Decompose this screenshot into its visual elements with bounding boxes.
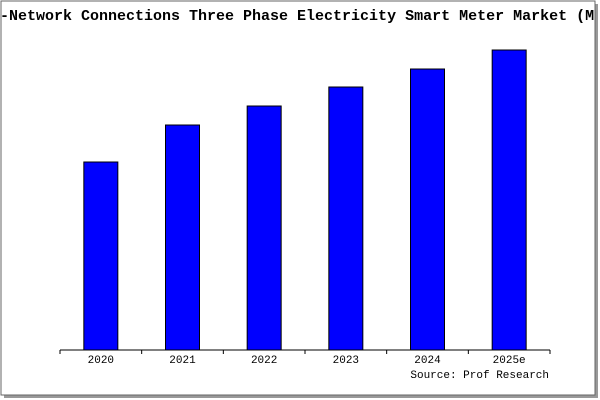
bar [410, 68, 445, 351]
title-clip: -Network Connections Three Phase Electri… [0, 8, 600, 25]
bar [246, 105, 282, 351]
bar [328, 86, 364, 351]
x-tick-label: 2025e [493, 355, 526, 367]
x-tick-label: 2021 [169, 355, 196, 367]
x-tick-label: 2023 [333, 355, 359, 367]
x-tick-label: 2022 [251, 355, 277, 367]
bar [165, 124, 200, 351]
source: Source: Prof Research [410, 370, 549, 382]
x-tick-label: 2024 [414, 355, 441, 367]
bar [83, 161, 119, 351]
x-tick-label: 2020 [88, 355, 114, 367]
chart-title: -Network Connections Three Phase Electri… [0, 8, 600, 25]
bar [491, 49, 527, 351]
